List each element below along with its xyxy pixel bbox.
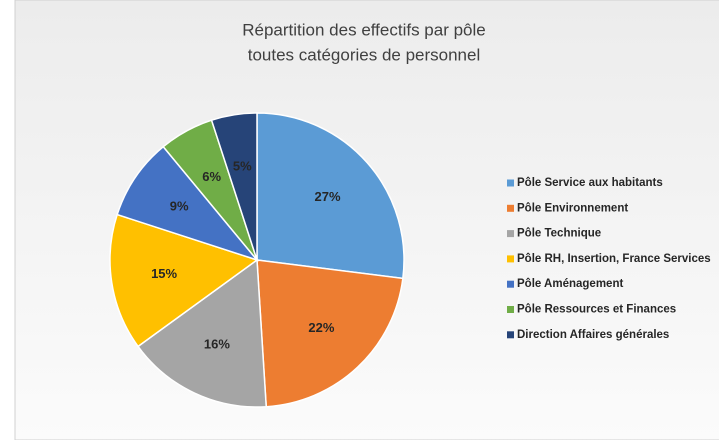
pie-slice: [256, 112, 405, 280]
legend-swatch: [507, 230, 514, 238]
legend-swatch: [507, 204, 514, 212]
pie: 27% Pôle Service aux habitants 22% Pôle Env…: [109, 112, 711, 408]
data-label: 16%: [204, 337, 230, 352]
data-label: 15%: [151, 266, 177, 281]
legend-swatch: [507, 331, 514, 339]
legend-swatch: [507, 179, 514, 187]
legend-label: Pôle Aménagement: [517, 278, 623, 290]
data-label: 27%: [315, 189, 341, 204]
legend-label: Pôle Ressources et Finances: [517, 304, 676, 316]
legend-label: Pôle Environnement: [517, 202, 628, 214]
pie-slice: [137, 258, 268, 408]
legend-label: Pôle Service aux habitants: [517, 177, 663, 189]
data-label: 5%: [233, 159, 252, 174]
legend-label: Pôle RH, Insertion, France Services: [517, 253, 711, 265]
data-label: 22%: [308, 320, 334, 335]
chart-title: Répartition des effectifs par pôle: [242, 20, 486, 39]
pie-slice: [210, 112, 258, 261]
pie-slice: [256, 259, 404, 408]
pie-slice: [109, 213, 259, 348]
legend-label: Direction Affaires générales: [517, 329, 669, 341]
legend-swatch: [507, 306, 514, 313]
chart-subtitle: toutes catégories de personnel: [248, 45, 481, 64]
legend-label: Pôle Technique: [517, 228, 601, 240]
pie-slice: [116, 145, 260, 262]
data-label: 9%: [170, 199, 189, 214]
data-label: 6%: [202, 169, 221, 184]
legend-swatch: [507, 255, 514, 263]
legend-swatch: [507, 280, 514, 288]
